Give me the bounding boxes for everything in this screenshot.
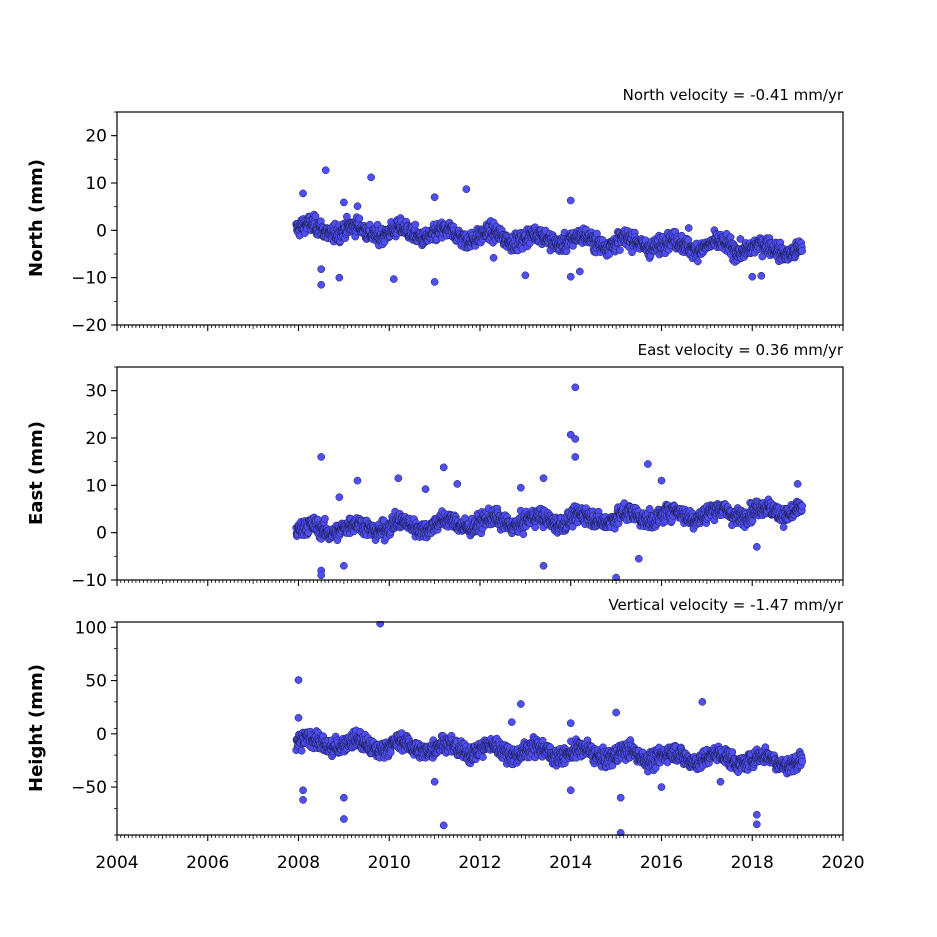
east-data-point	[571, 453, 580, 461]
north-data-point	[411, 220, 420, 229]
north-y-tick-label: 10	[85, 174, 107, 194]
north-panel: North velocity = -0.41 mm/yr North (mm) …	[26, 86, 844, 336]
height-data-point	[439, 821, 448, 830]
east-data-point	[752, 543, 761, 551]
height-data-point	[294, 714, 303, 722]
north-data-point	[616, 246, 624, 254]
east-data-point	[321, 514, 329, 523]
north-data-point	[736, 235, 745, 243]
east-data-point	[539, 474, 548, 483]
north-data-point	[367, 173, 375, 182]
north-markers	[292, 166, 807, 289]
north-data-point	[694, 257, 702, 266]
east-y-tick-label: 10	[85, 476, 107, 496]
east-y-tick-label: 20	[85, 429, 107, 449]
height-data-point	[507, 718, 516, 726]
east-data-point	[657, 476, 666, 485]
north-data-point	[389, 275, 398, 283]
north-y-axis: −20 −10 0 10 20	[71, 111, 117, 336]
north-data-point	[757, 271, 766, 280]
north-data-point	[798, 247, 807, 255]
north-data-point	[748, 272, 757, 281]
east-data-point	[571, 383, 580, 392]
north-data-point	[321, 166, 330, 175]
vertical-velocity-title: Vertical velocity = -1.47 mm/yr	[608, 596, 843, 614]
north-data-point	[566, 196, 575, 205]
north-y-tick-label: −20	[71, 316, 107, 336]
height-data-point	[479, 753, 487, 761]
north-data-point	[353, 202, 362, 211]
height-data-point	[340, 793, 348, 802]
east-x-axis	[116, 580, 844, 586]
north-x-axis	[116, 325, 844, 331]
east-data-point	[779, 523, 788, 531]
north-data-point	[566, 272, 575, 281]
height-data-point	[430, 777, 439, 786]
east-data-point	[335, 493, 344, 502]
height-data-point	[386, 748, 395, 757]
east-data-point	[353, 476, 362, 485]
east-data-point	[798, 502, 807, 510]
east-data-point	[317, 571, 326, 580]
north-data-point	[340, 198, 348, 207]
height-data-point	[798, 757, 807, 766]
east-data-point	[340, 561, 348, 570]
east-data-point	[793, 480, 802, 488]
east-y-tick-label: 0	[96, 524, 107, 544]
north-data-point	[575, 267, 584, 276]
east-y-tick-label: 30	[85, 382, 107, 402]
east-y-axis: −10 0 10 20 30	[71, 366, 117, 591]
height-data-point	[728, 748, 737, 756]
east-data-point	[644, 460, 652, 468]
north-data-point	[684, 236, 693, 244]
north-y-tick-label: 0	[96, 221, 107, 241]
east-data-point	[439, 463, 448, 472]
north-data-point	[311, 212, 320, 221]
east-velocity-title: East velocity = 0.36 mm/yr	[638, 341, 844, 359]
east-markers	[292, 383, 807, 581]
east-data-point	[453, 480, 462, 488]
east-data-point	[634, 554, 643, 563]
height-data-point	[376, 621, 385, 628]
north-data-point	[317, 265, 326, 273]
height-data-point	[340, 815, 348, 823]
north-y-tick-label: 20	[85, 127, 107, 147]
north-data-point	[355, 214, 364, 223]
east-y-tick-label: −10	[71, 571, 107, 591]
east-data-point	[519, 530, 528, 539]
east-data-point	[516, 483, 525, 492]
height-markers	[292, 621, 807, 836]
east-y-axis-label: East (mm)	[26, 421, 47, 525]
height-panel: Vertical velocity = -1.47 mm/yr Height (…	[26, 596, 865, 873]
height-data-point	[516, 700, 525, 708]
north-data-point	[335, 273, 344, 282]
north-data-point	[684, 224, 693, 232]
height-data-point	[297, 746, 306, 755]
east-data-point	[394, 474, 403, 483]
east-data-point	[571, 435, 580, 443]
east-panel: East velocity = 0.36 mm/yr East (mm) −10…	[26, 341, 844, 591]
height-y-axis-label: Height (mm)	[26, 664, 47, 792]
height-data-point	[299, 796, 307, 804]
east-data-point	[421, 485, 430, 493]
north-y-axis-label: North (mm)	[26, 159, 47, 277]
north-data-point	[430, 193, 439, 202]
east-data-point	[539, 561, 548, 570]
height-data-point	[294, 676, 303, 684]
north-data-point	[317, 280, 326, 289]
east-data-point	[317, 453, 326, 461]
north-y-tick-label: −10	[71, 269, 107, 289]
east-data-point	[612, 573, 620, 581]
east-data-point	[645, 505, 654, 513]
north-data-point	[489, 253, 498, 262]
height-data-point	[299, 786, 307, 795]
north-velocity-title: North velocity = -0.41 mm/yr	[623, 86, 844, 104]
north-data-point	[521, 271, 530, 280]
north-data-point	[462, 185, 471, 193]
north-data-point	[299, 189, 307, 198]
north-data-point	[430, 278, 439, 286]
